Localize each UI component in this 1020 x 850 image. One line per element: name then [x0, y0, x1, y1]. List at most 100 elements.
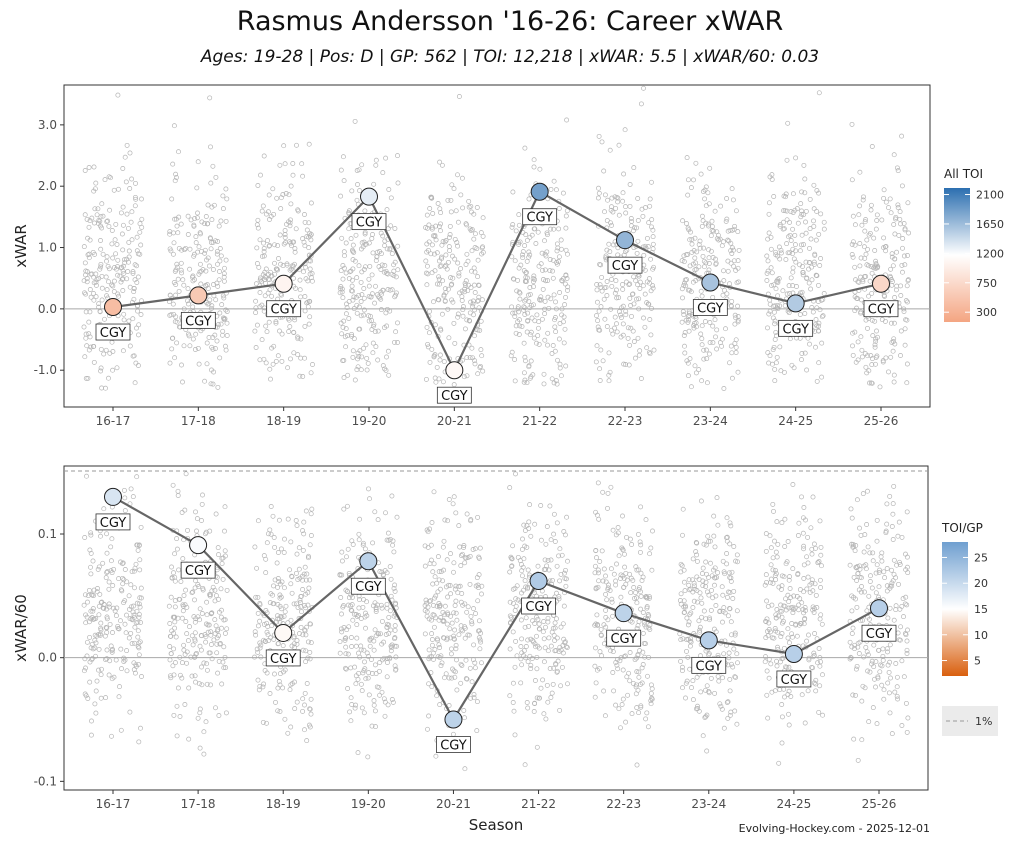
background-point — [288, 581, 294, 587]
background-point — [89, 641, 95, 647]
background-point — [778, 368, 784, 374]
background-point — [339, 286, 345, 292]
background-point — [361, 312, 367, 318]
background-point — [553, 187, 559, 193]
background-point — [288, 682, 294, 688]
background-point — [698, 171, 704, 177]
background-point — [902, 262, 908, 268]
background-point — [114, 242, 120, 247]
background-point — [189, 274, 195, 280]
data-point — [359, 552, 378, 571]
background-point — [736, 247, 742, 253]
background-point — [259, 337, 265, 343]
background-point — [120, 166, 126, 171]
background-point — [350, 354, 356, 360]
background-point — [120, 247, 126, 253]
background-point — [706, 267, 712, 273]
background-point — [563, 363, 569, 369]
background-point — [522, 312, 528, 317]
background-point — [784, 291, 790, 297]
background-point — [354, 622, 360, 628]
background-point — [88, 608, 94, 614]
background-point — [509, 224, 515, 230]
background-point — [364, 367, 370, 373]
background-point — [302, 243, 308, 249]
background-point — [430, 211, 436, 216]
background-point — [209, 656, 215, 662]
background-point — [697, 238, 703, 244]
background-point — [182, 702, 188, 707]
background-point — [279, 358, 285, 364]
background-point — [137, 229, 143, 235]
background-point — [98, 365, 104, 371]
background-point — [106, 604, 112, 610]
background-point — [380, 170, 386, 176]
x-axis-label: Season — [469, 816, 523, 834]
background-point — [379, 618, 385, 624]
background-point — [639, 206, 645, 212]
background-point — [516, 212, 522, 218]
background-point — [558, 246, 564, 252]
background-point — [265, 290, 271, 296]
background-point — [371, 647, 377, 653]
background-point — [872, 344, 878, 350]
background-point — [91, 280, 97, 286]
background-point — [221, 271, 227, 277]
background-point — [216, 713, 222, 718]
background-point — [704, 380, 710, 386]
background-point — [261, 246, 267, 251]
background-point — [216, 223, 222, 229]
background-point — [784, 241, 790, 247]
background-point — [92, 701, 98, 707]
background-point — [563, 272, 569, 278]
background-point — [433, 223, 439, 229]
background-point — [306, 321, 312, 327]
background-point — [525, 310, 531, 316]
background-point — [120, 560, 126, 566]
background-point — [129, 616, 135, 622]
background-point — [777, 344, 783, 350]
background-point — [278, 546, 284, 552]
background-point — [864, 370, 870, 376]
background-point — [206, 622, 212, 628]
background-point — [100, 213, 106, 219]
background-point — [86, 251, 92, 257]
background-point — [691, 177, 696, 183]
background-point — [355, 182, 360, 187]
background-point — [213, 593, 219, 599]
background-point — [550, 257, 556, 263]
background-point — [106, 672, 112, 678]
background-point — [265, 238, 270, 244]
background-point — [429, 346, 435, 352]
background-point — [380, 572, 386, 578]
background-point — [109, 282, 115, 288]
background-point — [905, 299, 910, 305]
background-point — [712, 208, 718, 214]
background-point — [134, 248, 140, 254]
background-point — [132, 670, 138, 676]
background-point — [424, 324, 430, 330]
background-point — [109, 228, 115, 233]
background-point — [84, 614, 90, 620]
background-point — [130, 494, 136, 500]
background-point — [389, 287, 395, 293]
background-point — [892, 231, 898, 237]
background-point — [784, 217, 790, 223]
background-point — [520, 249, 526, 255]
background-point — [255, 623, 261, 629]
background-point — [433, 237, 439, 243]
background-point — [347, 709, 353, 715]
background-point — [306, 245, 312, 251]
background-point — [106, 279, 111, 285]
background-point — [787, 219, 792, 225]
background-point — [209, 303, 215, 309]
background-point — [550, 275, 556, 281]
background-point — [545, 294, 551, 300]
background-point — [267, 243, 273, 248]
background-point — [903, 317, 909, 323]
background-point — [277, 232, 283, 238]
team-label-text: CGY — [866, 627, 893, 642]
x-tick-label: 20-21 — [436, 797, 471, 811]
background-point — [253, 310, 259, 316]
background-point — [366, 486, 371, 492]
